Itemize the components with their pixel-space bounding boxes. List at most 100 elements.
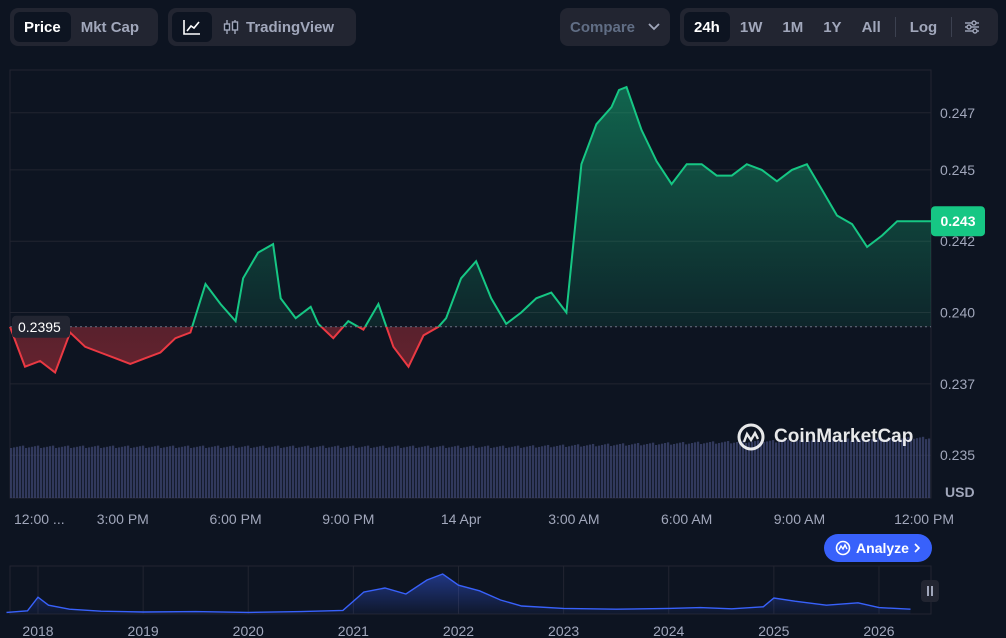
volume-bar	[79, 446, 82, 498]
x-tick-label: 12:00 ...	[14, 511, 65, 527]
volume-bar	[220, 448, 223, 498]
volume-bar	[361, 446, 364, 498]
tab-price[interactable]: Price	[14, 12, 71, 42]
volume-bar	[199, 446, 202, 498]
chevron-right-icon	[914, 543, 921, 553]
volume-bar	[775, 442, 778, 498]
volume-bar	[160, 448, 163, 498]
volume-bar	[601, 444, 604, 498]
volume-bar	[880, 440, 883, 498]
volume-bar	[841, 439, 844, 498]
volume-bar	[649, 443, 652, 498]
volume-bar	[889, 438, 892, 498]
volume-bar	[466, 446, 469, 498]
tradingview-button[interactable]: TradingView	[212, 12, 344, 42]
range-24h[interactable]: 24h	[684, 12, 730, 42]
volume-bar	[796, 440, 799, 498]
y-tick-label: 0.245	[940, 162, 975, 178]
volume-bar	[163, 447, 166, 498]
chevron-down-icon	[648, 23, 660, 31]
volume-bar	[355, 448, 358, 498]
range-1y[interactable]: 1Y	[823, 18, 842, 36]
volume-bar	[628, 444, 631, 498]
x-tick-label: 12:00 PM	[894, 511, 954, 527]
volume-bar	[145, 448, 148, 498]
range-all[interactable]: All	[861, 18, 881, 36]
volume-bar	[616, 444, 619, 498]
volume-bar	[394, 446, 397, 498]
volume-bar	[634, 443, 637, 498]
range-handle[interactable]	[921, 580, 939, 602]
volume-bar	[316, 446, 319, 498]
volume-bar	[70, 448, 73, 498]
volume-bar	[37, 445, 40, 498]
volume-bar	[562, 444, 565, 498]
volume-bar	[28, 447, 31, 498]
volume-bar	[610, 445, 613, 498]
volume-bar	[178, 447, 181, 498]
volume-bar	[61, 446, 64, 498]
volume-bar	[421, 446, 424, 498]
volume-bar	[472, 445, 475, 498]
volume-bar	[430, 448, 433, 498]
area-above-baseline	[192, 87, 931, 327]
volume-bar	[445, 448, 448, 498]
volume-bar	[901, 438, 904, 498]
overview-navigator[interactable]: 2018 2019 2020 2021 2022 2023 2024 2025 2026	[0, 560, 1006, 638]
volume-bar	[202, 445, 205, 498]
volume-bar	[739, 441, 742, 498]
volume-bar	[532, 445, 535, 498]
volume-bar	[586, 445, 589, 498]
volume-bar	[877, 437, 880, 498]
x-tick-label: 3:00 AM	[548, 511, 599, 527]
volume-bar	[916, 438, 919, 498]
volume-bar	[262, 445, 265, 498]
volume-bar	[709, 442, 712, 498]
volume-bar	[10, 448, 13, 498]
tab-mkt-cap[interactable]: Mkt Cap	[80, 18, 140, 36]
volume-bar	[139, 446, 142, 498]
volume-bar	[658, 444, 661, 498]
x-tick-label: 9:00 AM	[774, 511, 825, 527]
volume-bar	[862, 438, 865, 498]
volume-bar	[340, 448, 343, 498]
y-tick-label: 0.235	[940, 447, 975, 463]
log-toggle[interactable]: Log	[909, 18, 938, 36]
settings-button[interactable]	[956, 12, 988, 42]
pause-icon	[927, 586, 933, 596]
volume-bar	[790, 442, 793, 498]
volume-bar	[133, 447, 136, 498]
volume-bar	[223, 447, 226, 498]
volume-bar	[343, 447, 346, 498]
volume-bar	[577, 444, 580, 498]
volume-bar	[73, 447, 76, 498]
volume-bar	[538, 446, 541, 498]
volume-bar	[913, 438, 916, 498]
volume-bar	[448, 447, 451, 498]
volume-bar	[613, 445, 616, 498]
price-line-down	[9, 326, 440, 375]
overview-year-label: 2023	[548, 623, 579, 638]
line-chart-button[interactable]	[172, 12, 212, 42]
volume-bar	[655, 444, 658, 498]
range-1m[interactable]: 1M	[782, 18, 804, 36]
volume-bar	[43, 447, 46, 498]
volume-bar	[766, 441, 769, 498]
volume-bar	[457, 445, 460, 498]
volume-bar	[442, 445, 445, 498]
volume-bar	[196, 446, 199, 498]
analyze-button[interactable]: Analyze	[824, 534, 932, 562]
volume-bar	[307, 445, 310, 498]
range-1w[interactable]: 1W	[739, 18, 763, 36]
volume-bar	[403, 447, 406, 498]
volume-bar	[373, 447, 376, 498]
compare-dropdown[interactable]: Compare	[560, 8, 670, 46]
overview-year-label: 2020	[233, 623, 264, 638]
volume-bar	[235, 448, 238, 498]
price-chart[interactable]: 0.247 0.245 0.242 0.240 0.237 0.235 12:00 ...…	[0, 0, 1006, 560]
volume-bar	[643, 444, 646, 498]
volume-bar	[337, 445, 340, 498]
volume-bar	[469, 446, 472, 498]
chart-type-group: TradingView	[168, 8, 356, 46]
area-fills	[10, 87, 931, 373]
